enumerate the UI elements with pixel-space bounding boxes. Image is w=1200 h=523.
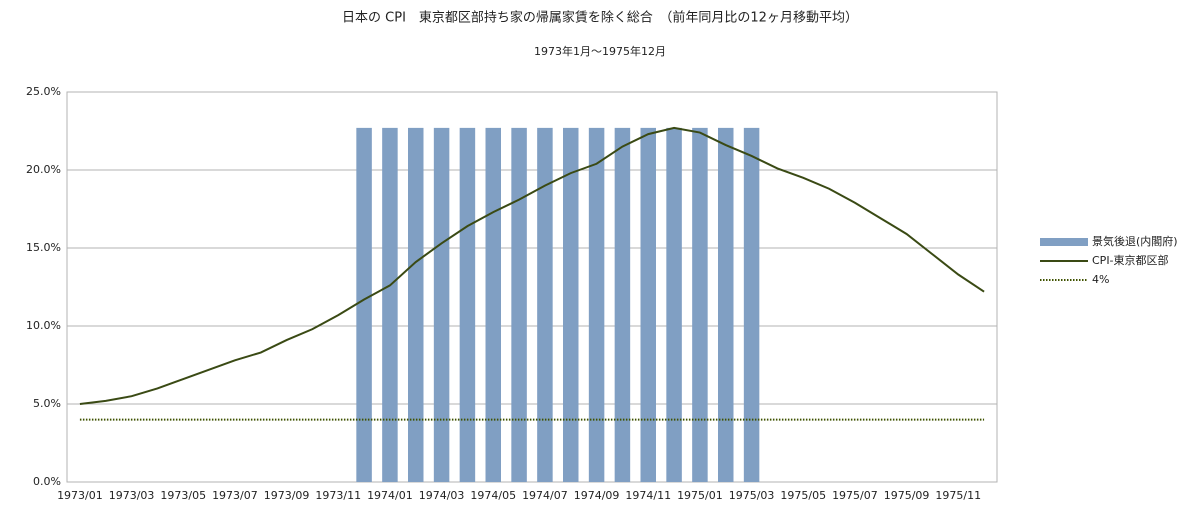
bar bbox=[356, 127, 372, 482]
x-tick-label: 1974/07 bbox=[522, 489, 568, 502]
y-tick-label: 15.0% bbox=[26, 241, 61, 254]
bar bbox=[537, 127, 553, 482]
x-tick-label: 1975/07 bbox=[832, 489, 878, 502]
bar bbox=[692, 127, 708, 482]
line bbox=[79, 126, 985, 405]
x-tick-label: 1974/11 bbox=[625, 489, 671, 502]
x-tick-label: 1975/09 bbox=[884, 489, 930, 502]
legend-swatch bbox=[1040, 238, 1088, 246]
x-tick-label: 1973/09 bbox=[264, 489, 310, 502]
bar bbox=[408, 127, 424, 482]
x-tick-label: 1974/03 bbox=[419, 489, 465, 502]
bar bbox=[640, 127, 656, 482]
y-tick-label: 25.0% bbox=[26, 85, 61, 98]
legend-label: 景気後退(内閣府) bbox=[1092, 234, 1178, 248]
y-tick-label: 0.0% bbox=[33, 475, 61, 488]
bar bbox=[563, 127, 579, 482]
x-tick-label: 1974/09 bbox=[574, 489, 620, 502]
x-tick-label: 1975/05 bbox=[780, 489, 826, 502]
bar bbox=[718, 127, 734, 482]
x-tick-label: 1973/07 bbox=[212, 489, 258, 502]
bar bbox=[666, 127, 682, 482]
y-tick-label: 20.0% bbox=[26, 163, 61, 176]
legend-label: 4% bbox=[1092, 273, 1109, 286]
x-tick-label: 1975/11 bbox=[935, 489, 981, 502]
x-tick-label: 1975/03 bbox=[729, 489, 775, 502]
bar bbox=[511, 127, 527, 482]
y-tick-label: 5.0% bbox=[33, 397, 61, 410]
x-tick-label: 1973/01 bbox=[57, 489, 103, 502]
x-tick-label: 1973/05 bbox=[160, 489, 206, 502]
bar bbox=[485, 127, 501, 482]
bar bbox=[588, 127, 605, 482]
x-tick-label: 1975/01 bbox=[677, 489, 723, 502]
x-tick-label: 1973/03 bbox=[109, 489, 155, 502]
x-tick-label: 1973/11 bbox=[315, 489, 361, 502]
bar bbox=[382, 127, 398, 482]
chart-subtitle: 1973年1月～1975年12月 bbox=[534, 44, 666, 58]
plot-border bbox=[66, 91, 998, 483]
bar bbox=[433, 127, 450, 482]
bar bbox=[614, 127, 631, 482]
bar bbox=[743, 127, 760, 482]
bar bbox=[459, 127, 476, 482]
x-tick-label: 1974/01 bbox=[367, 489, 413, 502]
y-tick-label: 10.0% bbox=[26, 319, 61, 332]
chart-title: 日本の CPI 東京都区部持ち家の帰属家賃を除く総合 （前年同月比の12ヶ月移動… bbox=[342, 10, 858, 26]
x-tick-label: 1974/05 bbox=[470, 489, 516, 502]
legend-label: CPI-東京都区部 bbox=[1092, 253, 1169, 267]
